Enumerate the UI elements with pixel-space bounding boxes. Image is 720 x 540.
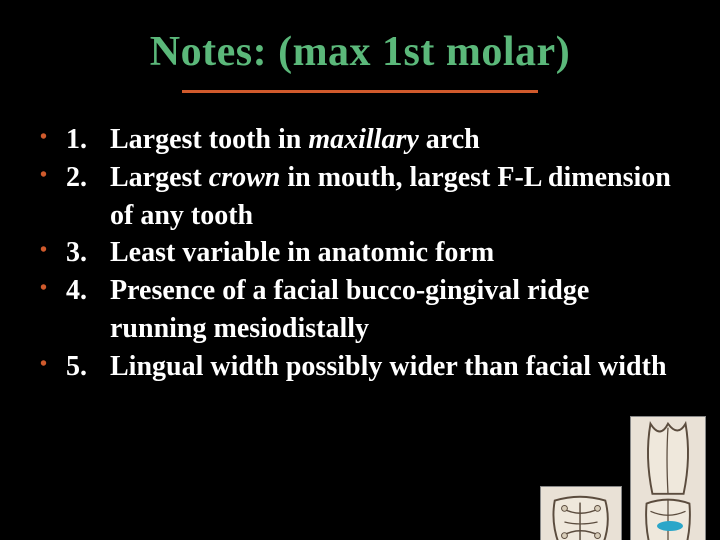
list-item-number: 1. <box>66 121 110 159</box>
bullet-dot-icon: • <box>40 159 48 191</box>
list-item: • 1.Largest tooth in maxillary arch <box>36 121 684 159</box>
tooth-marker <box>657 521 683 531</box>
list-item-number: 5. <box>66 348 110 386</box>
list-item: • 5.Lingual width possibly wider than fac… <box>36 348 684 386</box>
tooth-images <box>540 416 706 540</box>
page-title: Notes: (max 1st molar) <box>0 28 720 76</box>
list-item-number: 2. <box>66 159 110 197</box>
list-item-number: 3. <box>66 234 110 272</box>
tooth-root-image <box>630 416 706 540</box>
list-item-text: Largest crown in mouth, largest F-L dime… <box>110 159 684 235</box>
list-item-text: Presence of a facial bucco-gingival ridg… <box>110 272 684 348</box>
list-item: • 2.Largest crown in mouth, largest F-L d… <box>36 159 684 235</box>
list-item: • 4.Presence of a facial bucco-gingival r… <box>36 272 684 348</box>
list-item: • 3.Least variable in anatomic form <box>36 234 684 272</box>
bullet-dot-icon: • <box>40 234 48 266</box>
bullet-dot-icon: • <box>40 121 48 153</box>
bullet-dot-icon: • <box>40 272 48 304</box>
list-item-text: Lingual width possibly wider than facial… <box>110 348 684 386</box>
list-item-text: Least variable in anatomic form <box>110 234 684 272</box>
title-underline <box>182 90 538 93</box>
list-item-text: Largest tooth in maxillary arch <box>110 121 684 159</box>
tooth-occlusal-image <box>540 486 622 540</box>
tooth-occlusal-svg <box>541 487 621 540</box>
bullet-list: • 1.Largest tooth in maxillary arch • 2.Lar… <box>36 121 684 386</box>
bullet-dot-icon: • <box>40 348 48 380</box>
list-item-number: 4. <box>66 272 110 310</box>
